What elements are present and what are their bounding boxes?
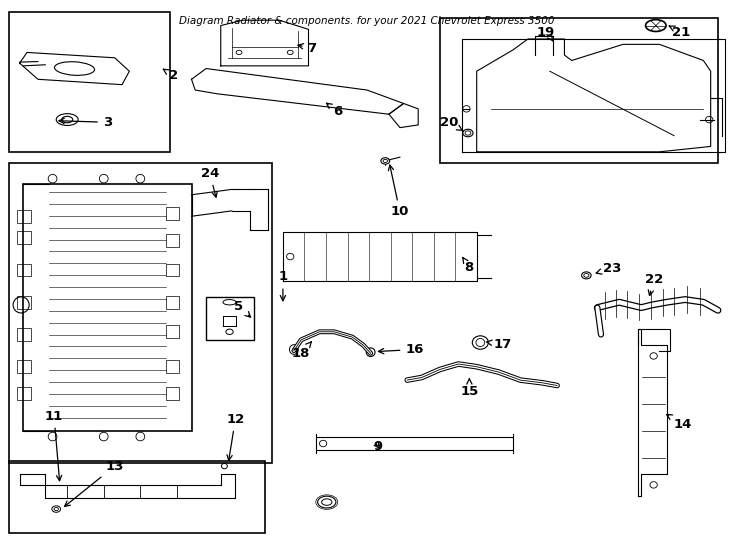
Text: 5: 5 (234, 300, 250, 317)
Text: 21: 21 (669, 25, 691, 38)
Text: 22: 22 (644, 273, 663, 295)
Text: 18: 18 (292, 342, 311, 360)
Bar (18, 328, 31, 341)
Text: 23: 23 (596, 262, 621, 275)
Text: 6: 6 (327, 103, 342, 118)
Bar (166, 360, 179, 373)
Text: 9: 9 (374, 440, 382, 453)
Bar (166, 264, 179, 276)
Polygon shape (192, 69, 404, 114)
Text: 8: 8 (462, 258, 474, 274)
Bar (18, 210, 31, 222)
Text: 19: 19 (537, 25, 556, 42)
Bar (440, 17, 718, 163)
Bar (18, 387, 31, 400)
Text: 24: 24 (200, 167, 219, 197)
Text: 2: 2 (163, 69, 178, 82)
Text: 14: 14 (666, 415, 692, 431)
Text: 20: 20 (440, 116, 463, 131)
Text: 7: 7 (298, 42, 316, 55)
Bar (166, 234, 179, 247)
Bar (18, 296, 31, 309)
Text: 3: 3 (59, 116, 112, 129)
Bar (18, 231, 31, 244)
Text: 16: 16 (379, 343, 424, 356)
Bar (23, 184, 192, 431)
Text: 17: 17 (487, 338, 512, 350)
Text: Diagram Radiator & components. for your 2021 Chevrolet Express 3500: Diagram Radiator & components. for your … (179, 16, 555, 26)
Bar (18, 360, 31, 373)
Bar (206, 297, 254, 340)
Text: 1: 1 (278, 271, 288, 301)
Bar (9, 163, 272, 463)
Text: 10: 10 (388, 165, 409, 219)
Bar (9, 461, 265, 533)
Text: 11: 11 (45, 410, 63, 481)
Bar (166, 207, 179, 220)
Text: 13: 13 (65, 460, 124, 507)
Bar (18, 264, 31, 276)
Bar (166, 387, 179, 400)
Text: 12: 12 (226, 413, 244, 461)
Bar (9, 12, 170, 152)
Bar (166, 296, 179, 309)
Text: 15: 15 (460, 379, 479, 399)
Bar (166, 325, 179, 338)
